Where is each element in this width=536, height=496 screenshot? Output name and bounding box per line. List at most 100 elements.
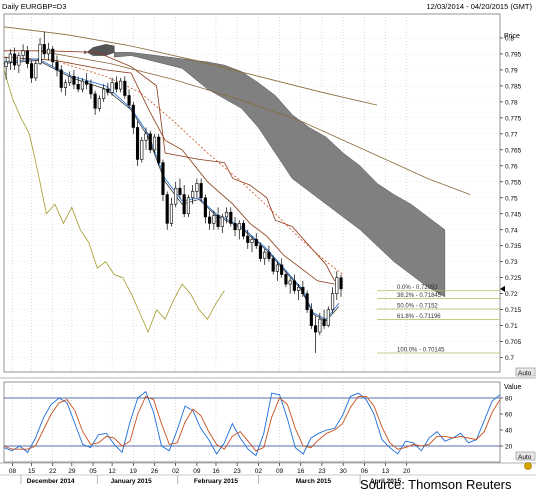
day-tick-label: 16	[212, 468, 220, 475]
month-label: January 2015	[111, 478, 153, 485]
price-tick-label: 0.77	[505, 131, 518, 138]
price-tick-label: 0.74	[505, 227, 518, 234]
candle-body	[55, 61, 59, 71]
fib-level-label: 61.8% - 0.71196	[397, 314, 441, 320]
candle-body	[229, 211, 233, 224]
candle-body	[305, 293, 309, 310]
candle-body	[339, 277, 343, 290]
candle-body	[297, 286, 301, 291]
candle-body	[76, 84, 80, 90]
candle-body	[4, 61, 8, 68]
price-tick-label: 0.7	[505, 355, 514, 362]
lagging-span-line	[3, 69, 225, 334]
price-tick-label: 0.755	[505, 179, 522, 186]
price-axis-label: Price	[504, 33, 520, 40]
candle-body	[13, 53, 17, 66]
candle-body	[127, 95, 131, 106]
candle-body	[34, 63, 38, 79]
candle-body	[106, 88, 110, 93]
value-axis-label: Value	[504, 384, 521, 391]
candle-body	[17, 55, 21, 66]
price-tick-label: 0.73	[505, 259, 518, 266]
auto-button-price[interactable]: Auto	[515, 367, 536, 377]
candle-body	[309, 309, 313, 326]
fib-level-label: 100.0% - 0.70145	[397, 347, 445, 353]
day-tick-label: 15	[28, 468, 36, 475]
price-tick-label: 0.705	[505, 339, 522, 346]
month-label: December 2014	[27, 478, 75, 485]
candle-body	[174, 187, 178, 205]
candle-body	[29, 63, 34, 79]
price-tick-label: 0.785	[505, 83, 522, 90]
day-tick-label: 23	[318, 468, 326, 475]
price-tick-label: 0.78	[505, 99, 518, 106]
day-tick-label: 19	[130, 468, 138, 475]
candle-body	[59, 69, 63, 88]
candle-body	[123, 80, 127, 96]
kijun-line-line	[3, 56, 335, 285]
price-plot-frame	[3, 13, 501, 373]
price-tick-label: 0.765	[505, 147, 522, 154]
day-tick-label: 02	[255, 468, 263, 475]
price-axis: 0.7 0.705 0.71 0.715 0.72 0.725 0.73 0.735 0.74 0…	[500, 35, 522, 362]
dashed-ma-line	[63, 63, 344, 275]
auto-button-value[interactable]: Auto	[515, 451, 536, 461]
candle-body	[152, 136, 157, 151]
month-label: March 2015	[296, 478, 332, 485]
day-tick-label: 16	[297, 468, 305, 475]
candle-body	[8, 53, 12, 63]
day-tick-label: 02	[172, 468, 180, 475]
candle-body	[267, 251, 271, 259]
fib-level-label: 38.2% - 0.71845	[397, 293, 442, 299]
candle-body	[284, 274, 288, 285]
candle-body	[89, 84, 93, 95]
day-tick-label: 13	[382, 468, 390, 475]
stoch-k-line	[3, 390, 501, 457]
candle-body	[119, 80, 123, 90]
candle-body	[241, 223, 246, 237]
price-tick-label: 0.795	[505, 51, 522, 58]
day-tick-label: 23	[234, 468, 242, 475]
day-tick-label: 22	[49, 468, 57, 475]
settings-icon[interactable]	[524, 462, 532, 470]
price-tick-label: 0.745	[505, 211, 522, 218]
price-tick-label: 0.715	[505, 307, 522, 314]
candle-body	[186, 197, 190, 215]
value-tick-label: 40	[505, 428, 513, 435]
ma-dark-line	[3, 59, 340, 322]
candle-body	[335, 277, 339, 294]
candle-body	[51, 48, 55, 63]
candle-body	[224, 211, 229, 218]
day-tick-label: 06	[361, 468, 369, 475]
day-tick-label: 09	[193, 468, 201, 475]
month-label: February 2015	[194, 478, 238, 485]
candle-body	[254, 239, 258, 247]
long-trend-top-line	[3, 26, 378, 106]
long-trend-mid-line	[37, 50, 471, 195]
stoch-d-line	[3, 395, 501, 452]
indicator-lines-layer	[3, 26, 471, 334]
candle-body	[102, 88, 106, 100]
price-tick-label: 0.8	[505, 35, 514, 42]
candle-body	[318, 318, 322, 333]
candle-body	[322, 318, 326, 326]
candle-body	[275, 264, 280, 272]
candle-body	[233, 223, 237, 231]
stochastic-layer: 20 40 60 80	[3, 390, 513, 457]
candle-body	[246, 235, 250, 243]
candle-body	[263, 251, 267, 259]
fib-level-label: 50.0% - 0.7152	[397, 304, 438, 310]
day-tick-label: 20	[403, 468, 411, 475]
stoch-plot-frame	[3, 381, 501, 463]
candle-body	[21, 50, 25, 56]
candles-layer	[4, 31, 343, 353]
ichimoku-cloud	[113, 52, 446, 298]
candle-body	[161, 162, 165, 195]
candle-body	[140, 139, 144, 160]
candle-body	[280, 264, 284, 275]
price-tick-label: 0.75	[505, 195, 518, 202]
candle-body	[144, 133, 148, 141]
candle-body	[38, 44, 42, 64]
candle-body	[131, 104, 135, 128]
